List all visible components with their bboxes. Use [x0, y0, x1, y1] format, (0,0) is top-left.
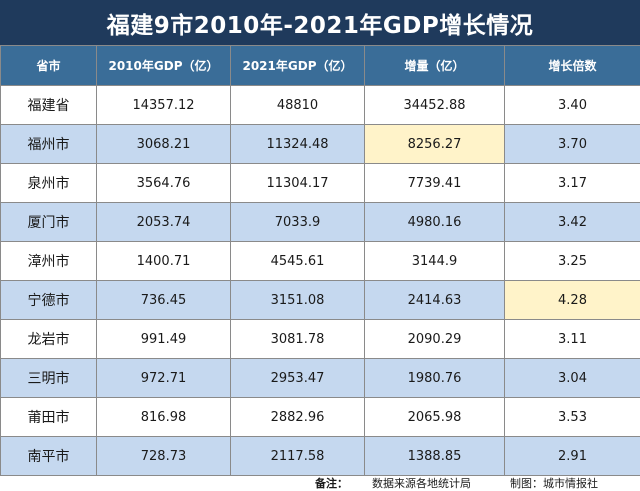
cell-gdp-2021: 3151.08 — [231, 281, 365, 320]
cell-growth-multiple: 3.40 — [505, 86, 640, 125]
cell-growth-multiple: 3.04 — [505, 359, 640, 398]
cell-region: 南平市 — [1, 437, 97, 476]
header-increase: 增量（亿） — [365, 46, 505, 86]
cell-gdp-2010: 816.98 — [97, 398, 231, 437]
cell-growth-multiple: 3.70 — [505, 125, 640, 164]
cell-gdp-2010: 972.71 — [97, 359, 231, 398]
cell-growth-multiple: 3.25 — [505, 242, 640, 281]
cell-increase: 8256.27 — [365, 125, 505, 164]
cell-increase: 2065.98 — [365, 398, 505, 437]
footer-note-label: 备注： — [315, 475, 348, 491]
cell-region: 漳州市 — [1, 242, 97, 281]
header-row: 省市 2010年GDP（亿） 2021年GDP（亿） 增量（亿） 增长倍数 — [1, 46, 640, 86]
cell-region: 龙岩市 — [1, 320, 97, 359]
cell-gdp-2010: 2053.74 — [97, 203, 231, 242]
cell-gdp-2021: 4545.61 — [231, 242, 365, 281]
header-gdp-2021: 2021年GDP（亿） — [231, 46, 365, 86]
cell-gdp-2010: 736.45 — [97, 281, 231, 320]
cell-gdp-2021: 11304.17 — [231, 164, 365, 203]
cell-gdp-2010: 991.49 — [97, 320, 231, 359]
header-gdp-2010: 2010年GDP（亿） — [97, 46, 231, 86]
footer-source: 数据来源各地统计局 — [372, 475, 471, 491]
cell-increase: 1388.85 — [365, 437, 505, 476]
cell-gdp-2021: 2953.47 — [231, 359, 365, 398]
header-region: 省市 — [1, 46, 97, 86]
cell-growth-multiple: 4.28 — [505, 281, 640, 320]
cell-increase: 2090.29 — [365, 320, 505, 359]
cell-region: 福州市 — [1, 125, 97, 164]
cell-region: 泉州市 — [1, 164, 97, 203]
cell-growth-multiple: 2.91 — [505, 437, 640, 476]
cell-gdp-2021: 11324.48 — [231, 125, 365, 164]
cell-increase: 3144.9 — [365, 242, 505, 281]
cell-gdp-2010: 1400.71 — [97, 242, 231, 281]
cell-gdp-2021: 3081.78 — [231, 320, 365, 359]
cell-region: 莆田市 — [1, 398, 97, 437]
cell-growth-multiple: 3.53 — [505, 398, 640, 437]
cell-increase: 4980.16 — [365, 203, 505, 242]
footer-credit: 制图：城市情报社 — [510, 475, 598, 491]
cell-gdp-2021: 48810 — [231, 86, 365, 125]
cell-growth-multiple: 3.17 — [505, 164, 640, 203]
cell-gdp-2021: 2882.96 — [231, 398, 365, 437]
cell-growth-multiple: 3.42 — [505, 203, 640, 242]
cell-region: 福建省 — [1, 86, 97, 125]
cell-region: 厦门市 — [1, 203, 97, 242]
gdp-table: 省市 2010年GDP（亿） 2021年GDP（亿） 增量（亿） 增长倍数 福建… — [0, 45, 640, 476]
cell-gdp-2010: 3564.76 — [97, 164, 231, 203]
cell-region: 三明市 — [1, 359, 97, 398]
cell-gdp-2010: 14357.12 — [97, 86, 231, 125]
cell-gdp-2010: 3068.21 — [97, 125, 231, 164]
cell-increase: 2414.63 — [365, 281, 505, 320]
cell-growth-multiple: 3.11 — [505, 320, 640, 359]
footer: 备注： 数据来源各地统计局 制图：城市情报社 — [0, 474, 640, 490]
cell-increase: 1980.76 — [365, 359, 505, 398]
cell-region: 宁德市 — [1, 281, 97, 320]
cell-increase: 7739.41 — [365, 164, 505, 203]
page-title: 福建9市2010年-2021年GDP增长情况 — [0, 0, 640, 45]
cell-gdp-2021: 2117.58 — [231, 437, 365, 476]
cell-gdp-2021: 7033.9 — [231, 203, 365, 242]
header-growth-multiple: 增长倍数 — [505, 46, 640, 86]
cell-gdp-2010: 728.73 — [97, 437, 231, 476]
cell-increase: 34452.88 — [365, 86, 505, 125]
